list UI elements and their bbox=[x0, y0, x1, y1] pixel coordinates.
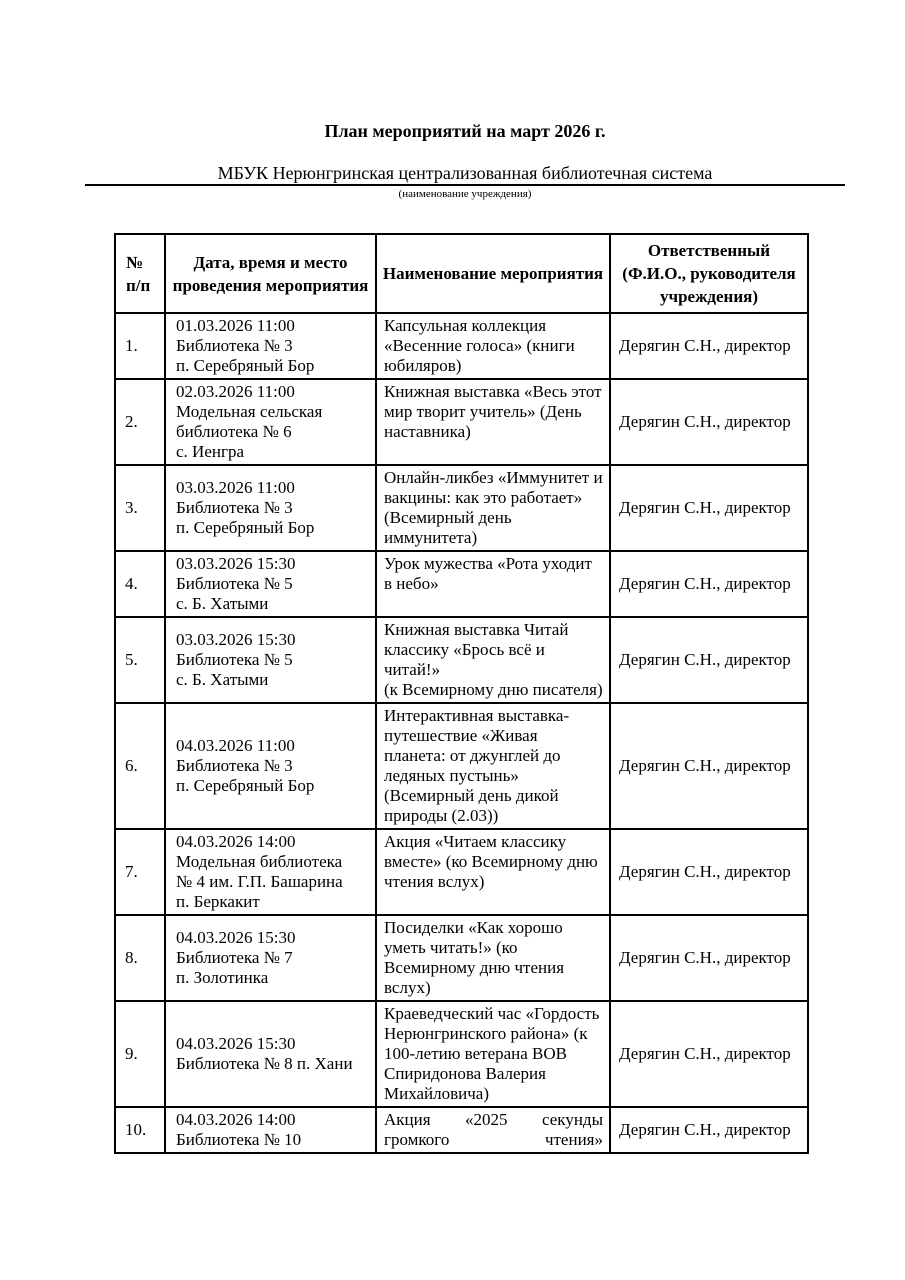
header-responsible: Ответственный (Ф.И.О., руководителя учре… bbox=[609, 233, 809, 314]
table-header-row: № п/п Дата, время и место проведения мер… bbox=[114, 233, 809, 314]
cell-row-number: 2. bbox=[114, 378, 166, 466]
cell-responsible: Дерягин С.Н., директор bbox=[609, 550, 809, 618]
cell-responsible: Дерягин С.Н., директор bbox=[609, 312, 809, 380]
events-table: № п/п Дата, время и место проведения мер… bbox=[114, 233, 809, 1154]
table-row: 9. 04.03.2026 15:30 Библиотека № 8 п. Хан… bbox=[114, 1000, 809, 1108]
cell-datetime-place: 02.03.2026 11:00 Модельная сельская библ… bbox=[164, 378, 377, 466]
cell-responsible: Дерягин С.Н., директор bbox=[609, 828, 809, 916]
cell-datetime-place: 01.03.2026 11:00 Библиотека № 3 п. Сереб… bbox=[164, 312, 377, 380]
table-row: 4. 03.03.2026 15:30 Библиотека № 5 с. Б. … bbox=[114, 550, 809, 618]
table-row: 2. 02.03.2026 11:00 Модельная сельская би… bbox=[114, 378, 809, 466]
cell-event-name: Посиделки «Как хорошо уметь читать!» (ко… bbox=[375, 914, 611, 1002]
cell-responsible: Дерягин С.Н., директор bbox=[609, 378, 809, 466]
table-row: 1. 01.03.2026 11:00 Библиотека № 3 п. Сер… bbox=[114, 312, 809, 380]
cell-datetime-place: 04.03.2026 15:30 Библиотека № 7 п. Золот… bbox=[164, 914, 377, 1002]
cell-responsible: Дерягин С.Н., директор bbox=[609, 464, 809, 552]
cell-datetime-place: 04.03.2026 14:00 Модельная библиотека № … bbox=[164, 828, 377, 916]
cell-event-name: Интерактивная выставка-путешествие «Жива… bbox=[375, 702, 611, 830]
cell-row-number: 1. bbox=[114, 312, 166, 380]
cell-row-number: 9. bbox=[114, 1000, 166, 1108]
cell-datetime-place: 03.03.2026 15:30 Библиотека № 5 с. Б. Ха… bbox=[164, 616, 377, 704]
cell-event-name: Урок мужества «Рота уходит в небо» bbox=[375, 550, 611, 618]
table-row: 8. 04.03.2026 15:30 Библиотека № 7 п. Зол… bbox=[114, 914, 809, 1002]
cell-responsible: Дерягин С.Н., директор bbox=[609, 702, 809, 830]
cell-row-number: 10. bbox=[114, 1106, 166, 1154]
cell-event-name: Акция «2025 секунды громкого чтения» bbox=[375, 1106, 611, 1154]
cell-event-name: Краеведческий час «Гордость Нерюнгринско… bbox=[375, 1000, 611, 1108]
cell-datetime-place: 03.03.2026 15:30 Библиотека № 5 с. Б. Ха… bbox=[164, 550, 377, 618]
cell-event-name: Книжная выставка «Весь этот мир творит у… bbox=[375, 378, 611, 466]
cell-datetime-place: 03.03.2026 11:00 Библиотека № 3 п. Сереб… bbox=[164, 464, 377, 552]
cell-datetime-place: 04.03.2026 15:30 Библиотека № 8 п. Хани bbox=[164, 1000, 377, 1108]
cell-responsible: Дерягин С.Н., директор bbox=[609, 1000, 809, 1108]
cell-event-name: Онлайн-ликбез «Иммунитет и вакцины: как … bbox=[375, 464, 611, 552]
cell-row-number: 5. bbox=[114, 616, 166, 704]
cell-row-number: 7. bbox=[114, 828, 166, 916]
header-num: № п/п bbox=[114, 233, 166, 314]
cell-row-number: 8. bbox=[114, 914, 166, 1002]
organization-caption: (наименование учреждения) bbox=[398, 188, 532, 200]
table-row: 10. 04.03.2026 14:00 Библиотека № 10 Акция… bbox=[114, 1106, 809, 1154]
cell-event-name: Акция «Читаем классику вместе» (ко Всеми… bbox=[375, 828, 611, 916]
table-header: № п/п Дата, время и место проведения мер… bbox=[114, 233, 809, 314]
cell-responsible: Дерягин С.Н., директор bbox=[609, 914, 809, 1002]
cell-event-name: Книжная выставка Читай классику «Брось в… bbox=[375, 616, 611, 704]
cell-event-name: Капсульная коллекция «Весенние голоса» (… bbox=[375, 312, 611, 380]
cell-row-number: 6. bbox=[114, 702, 166, 830]
header-datetime: Дата, время и место проведения мероприят… bbox=[164, 233, 377, 314]
cell-row-number: 4. bbox=[114, 550, 166, 618]
table-row: 5. 03.03.2026 15:30 Библиотека № 5 с. Б. … bbox=[114, 616, 809, 704]
cell-datetime-place: 04.03.2026 14:00 Библиотека № 10 bbox=[164, 1106, 377, 1154]
organization-name: МБУК Нерюнгринская централизованная библ… bbox=[85, 164, 845, 186]
cell-datetime-place: 04.03.2026 11:00 Библиотека № 3 п. Сереб… bbox=[164, 702, 377, 830]
page-title: План мероприятий на март 2026 г. bbox=[324, 121, 606, 141]
cell-responsible: Дерягин С.Н., директор bbox=[609, 1106, 809, 1154]
header-event-name: Наименование мероприятия bbox=[375, 233, 611, 314]
table-row: 6. 04.03.2026 11:00 Библиотека № 3 п. Сер… bbox=[114, 702, 809, 830]
cell-responsible: Дерягин С.Н., директор bbox=[609, 616, 809, 704]
cell-row-number: 3. bbox=[114, 464, 166, 552]
table-row: 7. 04.03.2026 14:00 Модельная библиотека … bbox=[114, 828, 809, 916]
table-row: 3. 03.03.2026 11:00 Библиотека № 3 п. Сер… bbox=[114, 464, 809, 552]
table-body: 1. 01.03.2026 11:00 Библиотека № 3 п. Сер… bbox=[114, 312, 809, 1154]
